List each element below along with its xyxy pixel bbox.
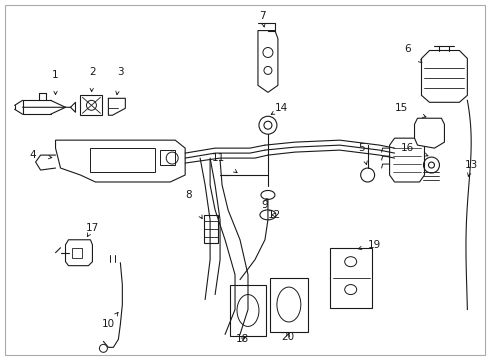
Bar: [160, 150, 175, 165]
Ellipse shape: [237, 294, 259, 327]
Text: 12: 12: [269, 210, 282, 220]
Text: 16: 16: [401, 143, 414, 153]
Polygon shape: [415, 118, 444, 148]
Bar: [330, 248, 371, 307]
Text: 2: 2: [89, 67, 96, 77]
Text: 1: 1: [52, 71, 59, 80]
Bar: [80, 95, 102, 115]
Text: 11: 11: [212, 153, 225, 163]
Ellipse shape: [261, 190, 275, 199]
Text: 6: 6: [404, 44, 411, 54]
Text: 7: 7: [259, 11, 265, 21]
Bar: [270, 278, 308, 332]
Text: 13: 13: [465, 160, 478, 170]
Text: 9: 9: [262, 200, 268, 210]
Polygon shape: [66, 240, 93, 266]
Text: 10: 10: [102, 319, 115, 329]
Bar: [204, 215, 218, 243]
Ellipse shape: [260, 210, 276, 220]
Bar: [230, 285, 266, 336]
Polygon shape: [421, 50, 467, 102]
Text: 8: 8: [185, 190, 192, 200]
Text: 4: 4: [29, 150, 36, 160]
Text: 5: 5: [358, 143, 365, 153]
Bar: [73, 248, 82, 258]
Text: 19: 19: [368, 240, 381, 250]
Ellipse shape: [277, 287, 301, 322]
Text: 15: 15: [395, 103, 408, 113]
Ellipse shape: [345, 257, 357, 267]
Text: 14: 14: [275, 103, 289, 113]
Polygon shape: [55, 140, 185, 182]
Polygon shape: [258, 31, 278, 92]
Polygon shape: [390, 138, 424, 182]
Text: 20: 20: [281, 332, 294, 342]
Text: 18: 18: [235, 334, 248, 345]
Text: 3: 3: [117, 67, 123, 77]
Bar: [91, 148, 155, 172]
Ellipse shape: [345, 285, 357, 294]
Text: 17: 17: [86, 223, 99, 233]
